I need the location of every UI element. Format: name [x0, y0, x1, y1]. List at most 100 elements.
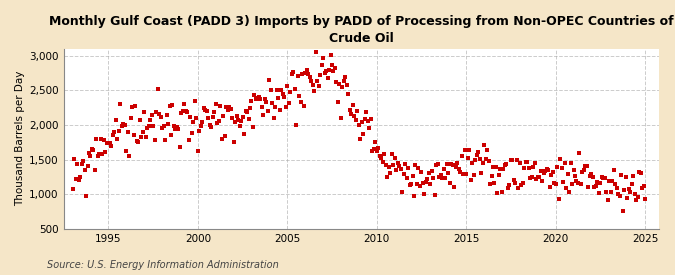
Point [507, 158, 518, 162]
Point [127, 105, 138, 109]
Point [195, 124, 206, 128]
Point [516, 183, 526, 187]
Point [423, 170, 434, 175]
Point [394, 163, 404, 168]
Point [211, 102, 221, 106]
Point [107, 133, 118, 137]
Point [570, 174, 580, 178]
Point [159, 138, 170, 143]
Y-axis label: Thousand Barrels per Day: Thousand Barrels per Day [15, 71, 25, 207]
Point [212, 121, 223, 125]
Point [269, 116, 279, 120]
Point [78, 159, 88, 163]
Point [218, 114, 229, 118]
Point [297, 72, 308, 76]
Point [221, 105, 232, 109]
Point [237, 115, 248, 120]
Point [176, 111, 187, 115]
Point [264, 77, 275, 82]
Point [612, 186, 622, 190]
Point [90, 167, 101, 172]
Point [587, 175, 598, 180]
Point [275, 108, 286, 112]
Point [318, 56, 329, 60]
Point [520, 160, 531, 164]
Point [201, 109, 212, 113]
Point [222, 108, 233, 112]
Point [144, 117, 155, 122]
Point [566, 182, 577, 187]
Point [194, 129, 205, 133]
Point [568, 167, 579, 172]
Point [628, 174, 639, 178]
Point [207, 115, 218, 120]
Point [167, 103, 178, 107]
Point [476, 171, 487, 175]
Point [346, 112, 357, 116]
Point [410, 163, 421, 167]
Point [630, 198, 641, 202]
Point [558, 180, 568, 185]
Point [500, 162, 510, 167]
Point [416, 170, 427, 175]
Point [438, 167, 449, 171]
Point [76, 162, 87, 166]
Point [361, 109, 372, 114]
Point [492, 191, 503, 195]
Point [459, 148, 470, 153]
Point [370, 140, 381, 144]
Point [188, 120, 198, 124]
Point [339, 79, 350, 83]
Point [152, 86, 163, 91]
Point [508, 178, 519, 183]
Point [249, 92, 260, 97]
Point [225, 107, 236, 111]
Point [395, 166, 406, 171]
Point [373, 146, 383, 151]
Point [146, 113, 157, 117]
Point [254, 95, 265, 99]
Point [88, 148, 99, 152]
Point [585, 174, 595, 178]
Point [440, 176, 451, 180]
Point [450, 165, 461, 169]
Point [228, 140, 239, 144]
Point [82, 164, 93, 168]
Point [203, 116, 214, 121]
Point [261, 100, 272, 104]
Point [112, 137, 123, 141]
Point [105, 141, 115, 145]
Point [355, 137, 366, 141]
Point [356, 120, 367, 124]
Point [591, 183, 601, 188]
Point [101, 140, 112, 145]
Point [322, 75, 333, 80]
Point [240, 109, 251, 114]
Point [191, 116, 202, 120]
Point [139, 110, 150, 114]
Point [540, 169, 551, 174]
Point [115, 101, 126, 106]
Point [184, 138, 194, 142]
Point [282, 84, 293, 89]
Point [186, 131, 197, 135]
Point [246, 99, 257, 103]
Point [155, 115, 166, 119]
Point [91, 137, 102, 142]
Point [377, 160, 388, 164]
Point [321, 69, 331, 73]
Point [130, 104, 140, 108]
Point [137, 130, 148, 134]
Point [223, 105, 234, 109]
Point [369, 147, 379, 151]
Point [142, 126, 153, 131]
Point [425, 182, 436, 187]
Point [344, 108, 355, 112]
Point [140, 135, 151, 140]
Point [468, 172, 479, 177]
Point [154, 112, 165, 116]
Point [230, 120, 240, 124]
Point [604, 179, 615, 183]
Point [119, 123, 130, 127]
Point [333, 100, 344, 104]
